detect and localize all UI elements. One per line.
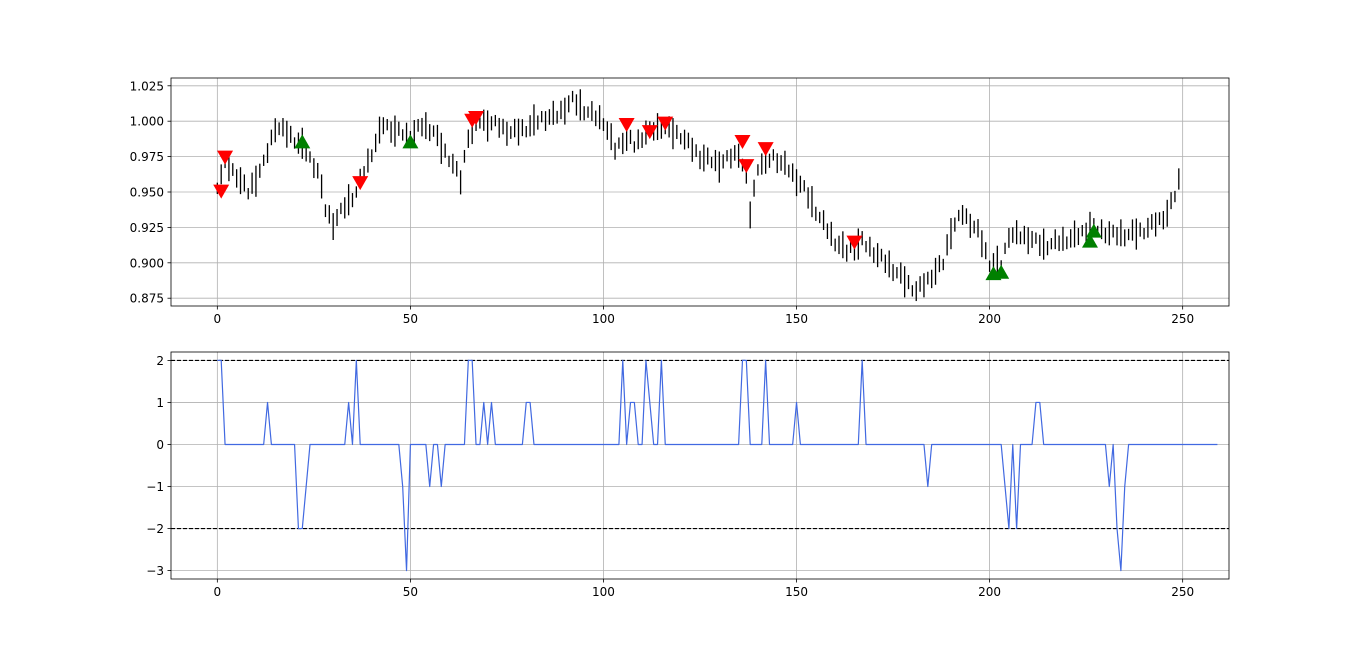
ohlc-y-axis: 0.875 0.900 0.925 0.950 0.975 1.000 1.025: [130, 79, 171, 306]
ohlc-y-tick-label: 0.925: [130, 221, 164, 235]
ohlc-y-tick-label: 0.975: [130, 150, 164, 164]
sell-signal-marker: [757, 142, 774, 157]
signal-x-tick-label: 50: [403, 585, 418, 599]
buy-signal-marker: [402, 134, 419, 149]
ohlc-chart: 0 50 100 150 200 250 0.875 0.900 0.925 0.950 0.97…: [130, 77, 1230, 326]
signal-x-axis: 0 50 100 150 200 250: [214, 579, 1194, 599]
buy-signal-marker: [1085, 223, 1102, 238]
sell-signal-marker: [641, 125, 658, 140]
buy-signal-marker: [1081, 233, 1098, 248]
signal-x-tick-label: 200: [978, 585, 1001, 599]
signal-x-tick-label: 150: [785, 585, 808, 599]
buy-signal-marker: [294, 134, 311, 149]
signal-y-axis: −3 −2 −1 0 1 2: [146, 354, 171, 578]
ohlc-x-tick-label: 0: [214, 312, 222, 326]
ohlc-y-tick-label: 0.875: [130, 292, 164, 306]
ohlc-signal-markers: [213, 110, 1102, 281]
signal-line: [217, 359, 1218, 572]
ohlc-x-tick-label: 200: [978, 312, 1001, 326]
signal-line-chart: 0 50 100 150 200 250 −3 −2 −1 0 1 2: [146, 351, 1230, 599]
signal-x-tick-label: 250: [1171, 585, 1194, 599]
signal-plot-frame: [170, 351, 1230, 580]
signal-y-tick-label: 1: [156, 396, 164, 410]
sell-signal-marker: [468, 110, 485, 125]
signal-y-tick-label: 2: [156, 354, 164, 368]
buy-signal-marker: [993, 264, 1010, 279]
ohlc-x-tick-label: 150: [785, 312, 808, 326]
sell-signal-marker: [738, 159, 755, 174]
ohlc-x-axis: 0 50 100 150 200 250: [214, 306, 1194, 326]
ohlc-y-tick-label: 1.025: [130, 79, 164, 93]
sell-signal-marker: [352, 176, 369, 191]
sell-signal-marker: [217, 150, 234, 165]
signal-x-tick-label: 0: [214, 585, 222, 599]
signal-x-tick-label: 100: [592, 585, 615, 599]
sell-signal-marker: [734, 135, 751, 150]
signal-y-tick-label: 0: [156, 438, 164, 452]
ohlc-y-tick-label: 1.000: [130, 115, 164, 129]
ohlc-x-tick-label: 250: [1171, 312, 1194, 326]
ohlc-grid: [171, 78, 1229, 306]
ohlc-x-tick-label: 50: [403, 312, 418, 326]
sell-signal-marker: [618, 118, 635, 133]
sell-signal-marker: [213, 184, 230, 199]
signal-series-line: [217, 359, 1218, 572]
sell-signal-marker: [657, 116, 674, 131]
signal-y-tick-label: −3: [146, 564, 164, 578]
signal-reference-lines: [171, 359, 1229, 530]
ohlc-y-tick-label: 0.950: [130, 186, 164, 200]
ohlc-y-tick-label: 0.900: [130, 256, 164, 270]
ohlc-x-tick-label: 100: [592, 312, 615, 326]
signal-y-tick-label: −2: [146, 522, 164, 536]
signal-y-tick-label: −1: [146, 480, 164, 494]
sell-signal-marker: [846, 235, 863, 250]
